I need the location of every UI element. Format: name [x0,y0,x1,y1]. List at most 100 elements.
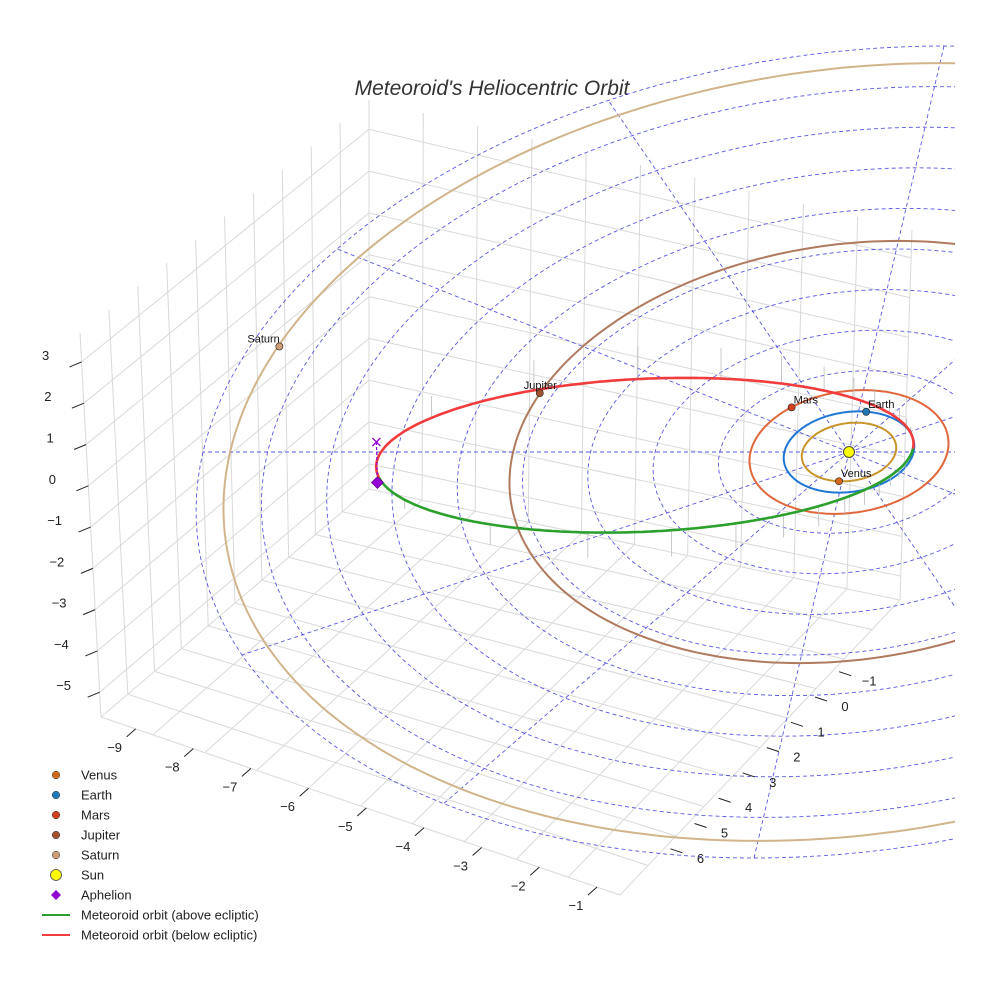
z-tick-mark [70,362,82,367]
x-tick-mark [473,848,482,856]
ecliptic-grid-spoke [849,452,984,804]
legend-entry: Meteoroid orbit (above ecliptic) [42,908,259,923]
planet-label-saturn: Saturn [247,333,279,345]
floor-gridline [412,556,687,824]
x-tick-label: −8 [165,760,180,775]
z-tick-mark [72,403,84,408]
meteoroid-orbit-above [912,449,913,452]
x-tick-label: −2 [511,878,526,893]
x-tick-mark [300,788,309,796]
z-tick-mark [85,651,97,656]
y-tick-label: 3 [769,775,776,790]
left-wall-gridline [109,310,128,695]
floor-gridline [235,603,760,748]
axis-ticks: −5−4−3−2−10123−9−8−7−6−5−4−3−2−1−1012345… [42,348,877,913]
legend-dot-swatch [52,831,60,839]
x-tick-label: −6 [280,799,295,814]
y-tick-mark [719,798,731,802]
x-tick-label: −1 [569,898,584,913]
floor-gridline [262,580,788,718]
left-wall-gridline [88,255,369,486]
back-wall-gridline [475,126,477,511]
left-wall-gridline [82,129,369,362]
y-tick-label: 0 [841,699,848,714]
y-tick-label: 4 [745,800,752,815]
z-tick-mark [76,486,88,491]
z-tick-mark [79,527,91,532]
z-tick-mark [81,568,93,573]
back-wall-gridline [900,230,912,600]
z-tick-label: −2 [49,554,64,569]
x-tick-mark [242,768,251,776]
x-tick-label: −4 [396,839,411,854]
x-tick-mark [415,828,424,836]
back-wall-gridline [794,204,804,578]
left-wall-gridline [196,240,209,626]
y-tick-mark [791,722,803,726]
chart-title: Meteoroid's Heliocentric Orbit [355,77,631,100]
back-wall-gridline [369,129,911,258]
legend-label: Saturn [81,848,119,863]
legend-label: Venus [81,768,118,783]
legend-label: Jupiter [81,828,121,843]
legend-entry: Meteoroid orbit (below ecliptic) [42,928,257,943]
sun-marker [844,447,855,458]
back-wall-gridline [581,152,586,533]
x-tick-mark [357,808,366,816]
back-wall-gridline [422,113,423,500]
back-wall-gridline [369,171,910,298]
floor-gridline [464,567,740,842]
planet-label-jupiter: Jupiter [524,380,557,392]
legend-entry: Sun [51,868,105,883]
legend-label: Aphelion [81,888,132,903]
y-tick-mark [695,824,707,828]
legend-dot-swatch [52,811,60,819]
ecliptic-grid-spoke [849,452,984,655]
y-tick-label: −1 [862,674,877,689]
x-tick-label: −5 [338,819,353,834]
left-wall-gridline [80,333,101,717]
z-tick-label: −1 [47,513,62,528]
left-wall-gridline [138,286,155,671]
y-tick-mark [815,697,827,701]
left-wall-gridline [93,338,369,568]
legend-entry: Jupiter [52,828,120,843]
z-tick-label: −4 [54,637,69,652]
left-wall-gridline [311,147,315,535]
z-tick-label: 2 [44,389,51,404]
z-tick-label: −3 [52,596,67,611]
z-tick-mark [83,610,95,615]
x-tick-mark [588,887,597,895]
legend-circle-swatch [51,870,62,881]
ecliptic-grid-spoke [849,249,984,452]
floor-gridline [315,535,844,659]
left-wall-gridline [340,123,342,512]
back-wall-gridline [369,464,901,576]
y-tick-mark [670,849,682,853]
y-tick-mark [767,748,779,752]
z-tick-label: 3 [42,348,49,363]
legend-entry: Venus [52,768,117,783]
y-tick-label: 5 [721,826,728,841]
legend-diamond-swatch [51,890,61,900]
ecliptic-grid-spoke [444,452,849,804]
planet-label-venus: Venus [841,468,872,480]
legend-label: Mars [81,808,110,823]
z-tick-label: 1 [46,430,53,445]
x-tick-label: −3 [453,859,468,874]
legend-entry: Earth [52,788,112,803]
aphelion-marker [371,477,383,489]
left-wall-gridline [95,380,369,609]
legend-dot-swatch [52,791,60,799]
x-tick-mark [530,867,539,875]
legend-label: Meteoroid orbit (above ecliptic) [81,908,259,923]
y-tick-label: 6 [697,851,704,866]
legend-entry: Aphelion [51,888,132,903]
back-wall-gridline [369,213,909,337]
x-tick-label: −9 [107,740,122,755]
back-wall-gridline [688,178,695,556]
left-wall-gridline [86,213,369,445]
y-tick-label: 1 [817,724,824,739]
